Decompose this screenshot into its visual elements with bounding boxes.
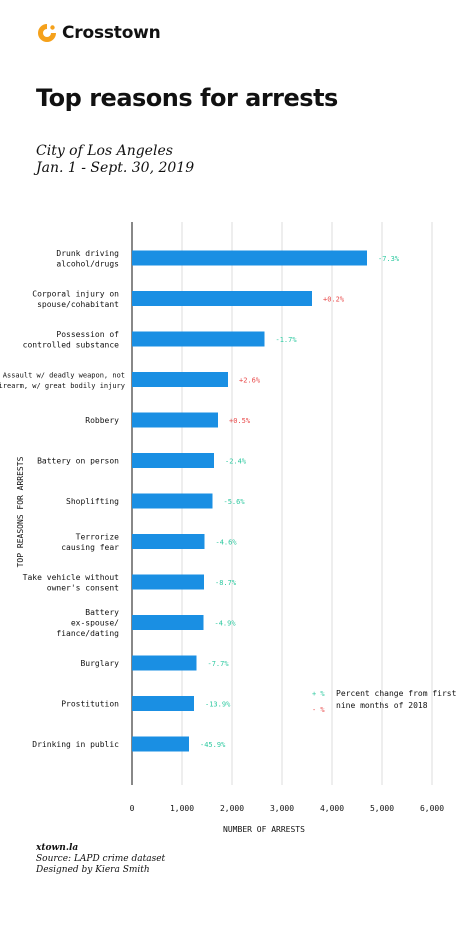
bar-11 — [132, 696, 194, 711]
category-label-8-0: Take vehicle without — [23, 573, 120, 582]
bar-7 — [132, 534, 205, 549]
bar-9 — [132, 615, 204, 630]
bar-8 — [132, 574, 204, 590]
footer-credit: Designed by Kiera Smith — [36, 865, 150, 875]
bar-3 — [132, 372, 228, 387]
category-label-7-1: causing fear — [61, 543, 119, 552]
bar-1 — [132, 291, 312, 306]
x-tick-label-0: 0 — [130, 804, 135, 813]
category-label-5-0: Battery on person — [37, 457, 119, 466]
change-label-2: -1.7% — [276, 336, 298, 344]
crosstown-logo: Crosstown — [36, 22, 161, 44]
change-label-3: +2.6% — [239, 377, 261, 385]
subtitle-location: City of Los Angeles — [36, 143, 173, 159]
x-axis-title: NUMBER OF ARRESTS — [223, 825, 305, 834]
category-label-1-0: Corporal injury on — [32, 289, 119, 298]
category-label-9-0: Battery — [85, 608, 119, 617]
crosstown-logo-icon — [38, 24, 56, 42]
category-label-4-0: Robbery — [85, 416, 119, 425]
y-axis-title: TOP REASONS FOR ARRESTS — [16, 456, 25, 567]
x-tick-label-1: 1,000 — [170, 804, 194, 813]
x-tick-label-2: 2,000 — [220, 804, 244, 813]
category-label-0-1: alcohol/drugs — [56, 259, 119, 268]
subtitle: City of Los Angeles Jan. 1 - Sept. 30, 2… — [36, 143, 194, 177]
footer-source: Source: LAPD crime dataset — [36, 854, 166, 864]
category-label-8-1: owner's consent — [47, 583, 119, 592]
category-label-7-0: Terrorize — [76, 532, 120, 541]
legend-decrease-marker: + % — [312, 690, 325, 698]
category-label-6-0: Shoplifting — [66, 497, 119, 506]
change-label-10: -7.7% — [208, 660, 230, 668]
change-label-5: -2.4% — [225, 458, 247, 466]
category-label-1-1: spouse/cohabitant — [37, 300, 119, 309]
category-label-3-0: Assault w/ deadly weapon, not — [3, 371, 125, 379]
footer: xtown.la Source: LAPD crime dataset Desi… — [36, 843, 165, 876]
x-tick-label-6: 6,000 — [420, 804, 444, 813]
category-label-9-2: fiance/dating — [56, 629, 119, 638]
legend-increase-marker: - % — [312, 706, 325, 714]
category-label-3-1: firearm, w/ great bodily injury — [0, 382, 125, 390]
footer-site: xtown.la — [36, 843, 79, 853]
bar-0 — [132, 250, 367, 266]
category-label-11-0: Prostitution — [61, 700, 119, 709]
x-tick-label-5: 5,000 — [370, 804, 394, 813]
change-label-6: -5.6% — [224, 498, 246, 506]
change-label-1: +0.2% — [323, 296, 345, 304]
bar-12 — [132, 736, 189, 752]
change-label-8: -8.7% — [215, 579, 237, 587]
bar-10 — [132, 655, 197, 671]
subtitle-date-range: Jan. 1 - Sept. 30, 2019 — [36, 160, 195, 176]
change-label-0: -7.3% — [378, 255, 400, 263]
change-label-11: -13.9% — [205, 701, 231, 709]
category-label-2-1: controlled substance — [23, 340, 120, 349]
category-label-10-0: Burglary — [80, 659, 119, 668]
category-label-9-1: ex-spouse/ — [71, 619, 119, 628]
category-label-2-0: Possession of — [56, 330, 119, 339]
brand-name: Crosstown — [62, 23, 161, 43]
legend-text-line-2: nine months of 2018 — [336, 701, 428, 710]
bar-4 — [132, 412, 218, 428]
change-label-12: -45.9% — [200, 741, 226, 749]
bar-2 — [132, 331, 265, 347]
x-tick-label-4: 4,000 — [320, 804, 344, 813]
change-label-7: -4.6% — [216, 539, 238, 547]
bar-5 — [132, 453, 214, 468]
category-label-12-0: Drinking in public — [32, 740, 119, 749]
change-label-4: +0.5% — [229, 417, 251, 425]
change-label-9: -4.9% — [215, 620, 237, 628]
category-label-0-0: Drunk driving — [56, 249, 119, 258]
bar-6 — [132, 493, 213, 509]
page-title: Top reasons for arrests — [36, 84, 338, 112]
x-tick-label-3: 3,000 — [270, 804, 294, 813]
legend-text-line-1: Percent change from first — [336, 689, 457, 698]
